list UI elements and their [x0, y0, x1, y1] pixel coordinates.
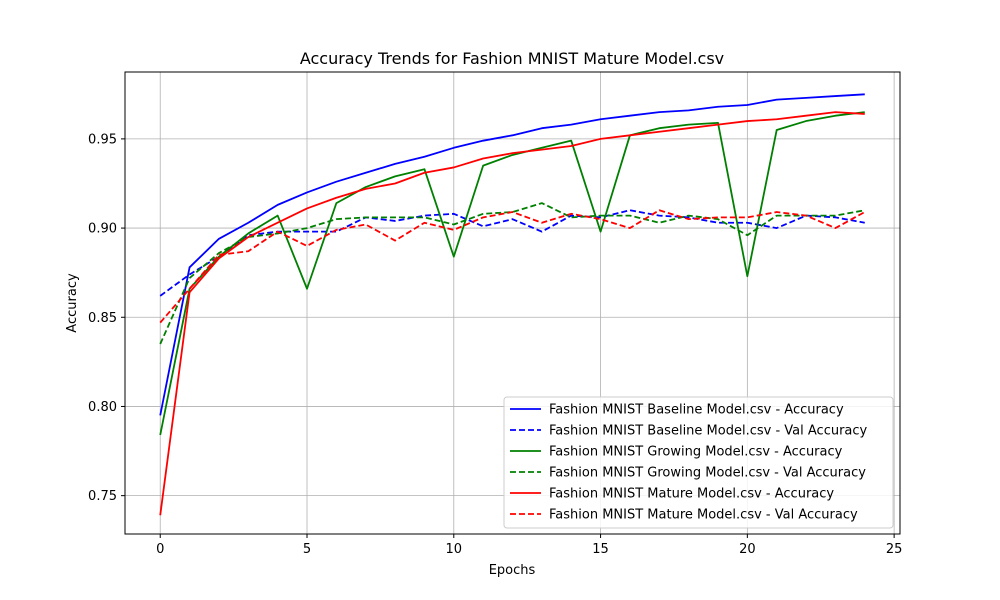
legend-entry: Fashion MNIST Mature Model.csv - Val Acc… [549, 508, 858, 523]
y-axis-label: Accuracy [65, 273, 80, 333]
series-line [159, 209, 866, 324]
plot-area-frame [124, 71, 901, 535]
series-lines [159, 93, 866, 516]
legend-entry: Fashion MNIST Growing Model.csv - Accura… [549, 445, 843, 460]
y-tick-label: 0.75 [88, 489, 117, 504]
legend-entry: Fashion MNIST Growing Model.csv - Val Ac… [549, 466, 866, 481]
y-tick-label: 0.80 [88, 400, 117, 415]
axis-ticks: 0 5 10 15 20 25 0.75 0.80 0.85 0.90 0.95 [88, 132, 902, 557]
y-tick-label: 0.85 [88, 311, 117, 326]
x-tick-label: 25 [886, 542, 903, 557]
y-tick-label: 0.90 [88, 222, 117, 237]
x-axis-label: Epochs [489, 563, 536, 578]
legend-box [503, 396, 894, 529]
series-line [159, 111, 865, 436]
x-tick-label: 5 [303, 542, 311, 557]
y-tick-label: 0.95 [88, 132, 117, 147]
series-line [159, 111, 865, 516]
legend-entry: Fashion MNIST Baseline Model.csv - Accur… [549, 403, 844, 418]
grid [125, 72, 900, 534]
x-tick-label: 20 [739, 542, 756, 557]
legend: Fashion MNIST Baseline Model.csv - Accur… [503, 396, 894, 529]
x-tick-label: 10 [446, 542, 463, 557]
series-line [159, 202, 865, 345]
series-line [159, 93, 865, 416]
legend-entry: Fashion MNIST Baseline Model.csv - Val A… [549, 424, 868, 439]
chart-title: Accuracy Trends for Fashion MNIST Mature… [300, 49, 724, 68]
x-tick-label: 15 [592, 542, 609, 557]
legend-entry: Fashion MNIST Mature Model.csv - Accurac… [549, 487, 834, 502]
x-tick-label: 0 [156, 542, 164, 557]
